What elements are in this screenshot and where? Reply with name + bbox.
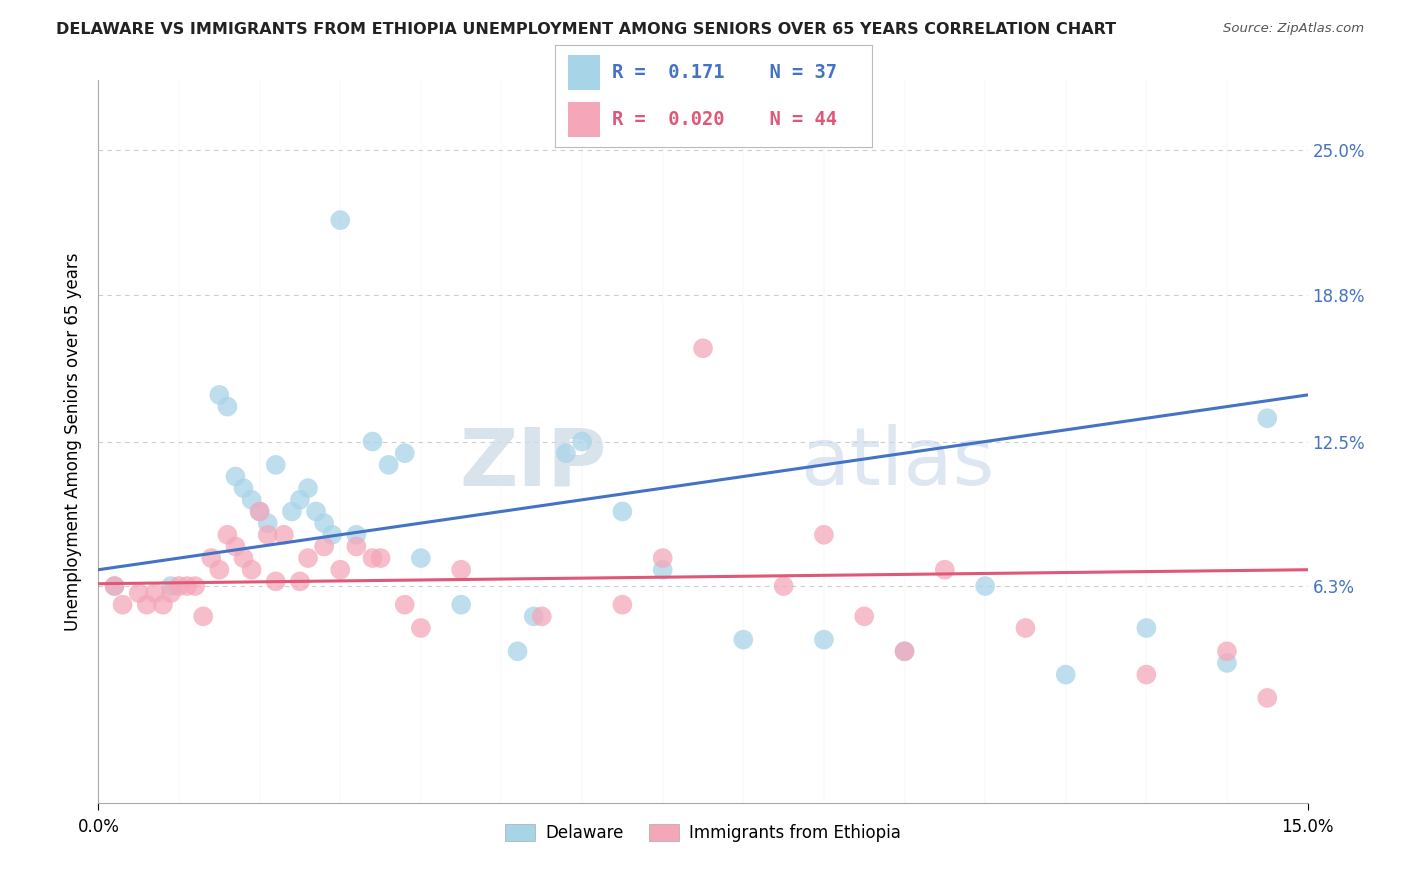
Y-axis label: Unemployment Among Seniors over 65 years: Unemployment Among Seniors over 65 years [65, 252, 83, 631]
Point [409, 621, 432, 635]
Point [344, 540, 367, 554]
Text: atlas: atlas [800, 425, 994, 502]
Point [288, 574, 311, 589]
Point [135, 598, 157, 612]
Point [733, 632, 755, 647]
Point [1054, 667, 1077, 681]
Point [370, 551, 392, 566]
Text: R =  0.171    N = 37: R = 0.171 N = 37 [613, 62, 838, 82]
Point [853, 609, 876, 624]
Point [1216, 644, 1239, 658]
Point [200, 551, 222, 566]
Point [264, 458, 287, 472]
Point [143, 586, 166, 600]
Point [176, 579, 198, 593]
Point [813, 632, 835, 647]
Point [167, 579, 190, 593]
Point [224, 469, 246, 483]
Point [361, 434, 384, 449]
Point [281, 504, 304, 518]
Point [160, 579, 183, 593]
Point [974, 579, 997, 593]
Point [555, 446, 578, 460]
Point [1014, 621, 1036, 635]
Point [361, 551, 384, 566]
Point [394, 446, 416, 460]
Point [256, 516, 278, 530]
Point [208, 388, 231, 402]
Point [240, 492, 263, 507]
Point [297, 551, 319, 566]
Point [1256, 690, 1278, 705]
Point [651, 551, 673, 566]
Point [249, 504, 271, 518]
Point [128, 586, 150, 600]
Point [240, 563, 263, 577]
Point [193, 609, 215, 624]
Point [344, 528, 367, 542]
Point [450, 598, 472, 612]
Point [813, 528, 835, 542]
Point [111, 598, 134, 612]
Point [1256, 411, 1278, 425]
Point [103, 579, 125, 593]
Bar [568, 102, 599, 137]
Point [1135, 621, 1157, 635]
Point [152, 598, 174, 612]
Point [1135, 667, 1157, 681]
Point [184, 579, 207, 593]
Point [232, 481, 254, 495]
Point [523, 609, 546, 624]
Point [249, 504, 271, 518]
Point [692, 341, 714, 355]
Point [893, 644, 915, 658]
Point [305, 504, 328, 518]
Point [772, 579, 794, 593]
Point [314, 540, 336, 554]
Point [450, 563, 472, 577]
Point [224, 540, 246, 554]
Text: Source: ZipAtlas.com: Source: ZipAtlas.com [1223, 22, 1364, 36]
Point [1216, 656, 1239, 670]
Point [217, 528, 239, 542]
Point [612, 598, 634, 612]
Point [571, 434, 593, 449]
Point [377, 458, 399, 472]
Point [612, 504, 634, 518]
Text: DELAWARE VS IMMIGRANTS FROM ETHIOPIA UNEMPLOYMENT AMONG SENIORS OVER 65 YEARS CO: DELAWARE VS IMMIGRANTS FROM ETHIOPIA UNE… [56, 22, 1116, 37]
Point [394, 598, 416, 612]
Point [329, 213, 352, 227]
Point [160, 586, 183, 600]
Point [329, 563, 352, 577]
Point [314, 516, 336, 530]
Point [264, 574, 287, 589]
Point [651, 563, 673, 577]
Text: R =  0.020    N = 44: R = 0.020 N = 44 [613, 110, 838, 129]
Legend: Delaware, Immigrants from Ethiopia: Delaware, Immigrants from Ethiopia [499, 817, 907, 848]
Bar [568, 55, 599, 90]
Point [893, 644, 915, 658]
Point [273, 528, 295, 542]
Point [103, 579, 125, 593]
Text: ZIP: ZIP [458, 425, 606, 502]
Point [297, 481, 319, 495]
Point [934, 563, 956, 577]
Point [530, 609, 553, 624]
Point [409, 551, 432, 566]
Point [217, 400, 239, 414]
Point [256, 528, 278, 542]
Point [208, 563, 231, 577]
Point [321, 528, 343, 542]
Point [232, 551, 254, 566]
Point [288, 492, 311, 507]
Point [506, 644, 529, 658]
